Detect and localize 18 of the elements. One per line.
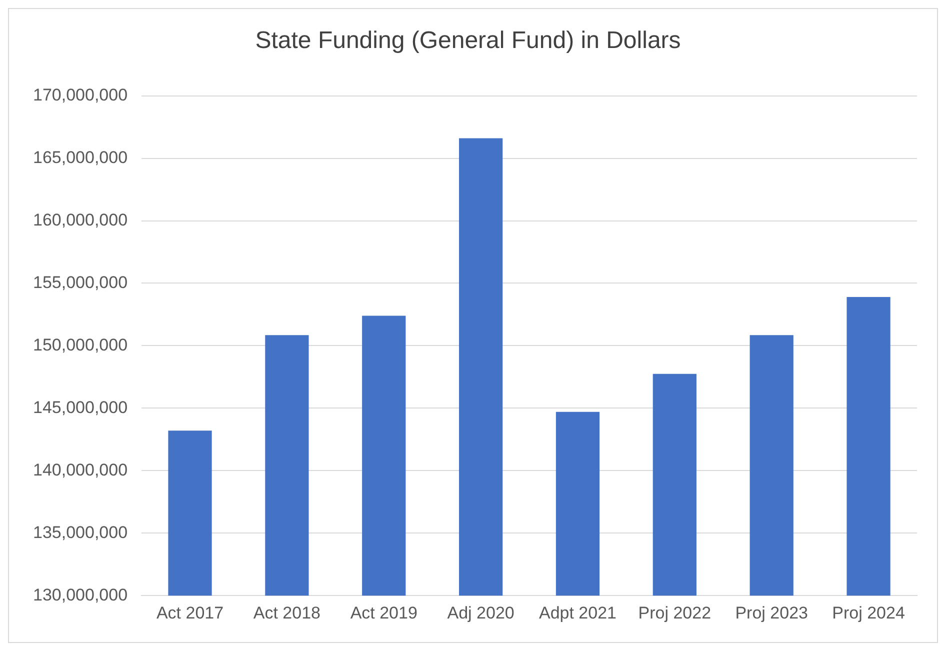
x-tick-label: Proj 2022 bbox=[638, 603, 712, 622]
chart-title: State Funding (General Fund) in Dollars bbox=[255, 27, 681, 54]
x-tick-label: Act 2017 bbox=[156, 603, 224, 622]
y-tick-label: 130,000,000 bbox=[32, 585, 128, 604]
y-tick-label: 135,000,000 bbox=[32, 522, 128, 542]
x-tick-label: Adj 2020 bbox=[447, 603, 514, 622]
x-tick-label: Adpt 2021 bbox=[538, 603, 616, 622]
y-tick-label: 155,000,000 bbox=[32, 272, 128, 292]
y-tick-label: 145,000,000 bbox=[32, 398, 128, 417]
y-tick-label: 160,000,000 bbox=[32, 210, 128, 230]
x-tick-label: Act 2018 bbox=[253, 603, 320, 622]
y-tick-label: 150,000,000 bbox=[32, 335, 128, 354]
x-tick-label: Proj 2024 bbox=[832, 603, 905, 622]
x-tick-label: Act 2019 bbox=[350, 603, 418, 622]
y-tick-label: 140,000,000 bbox=[32, 460, 128, 480]
x-tick-label: Proj 2023 bbox=[735, 603, 808, 622]
y-tick-label: 170,000,000 bbox=[32, 85, 128, 104]
y-tick-label: 165,000,000 bbox=[32, 148, 128, 167]
